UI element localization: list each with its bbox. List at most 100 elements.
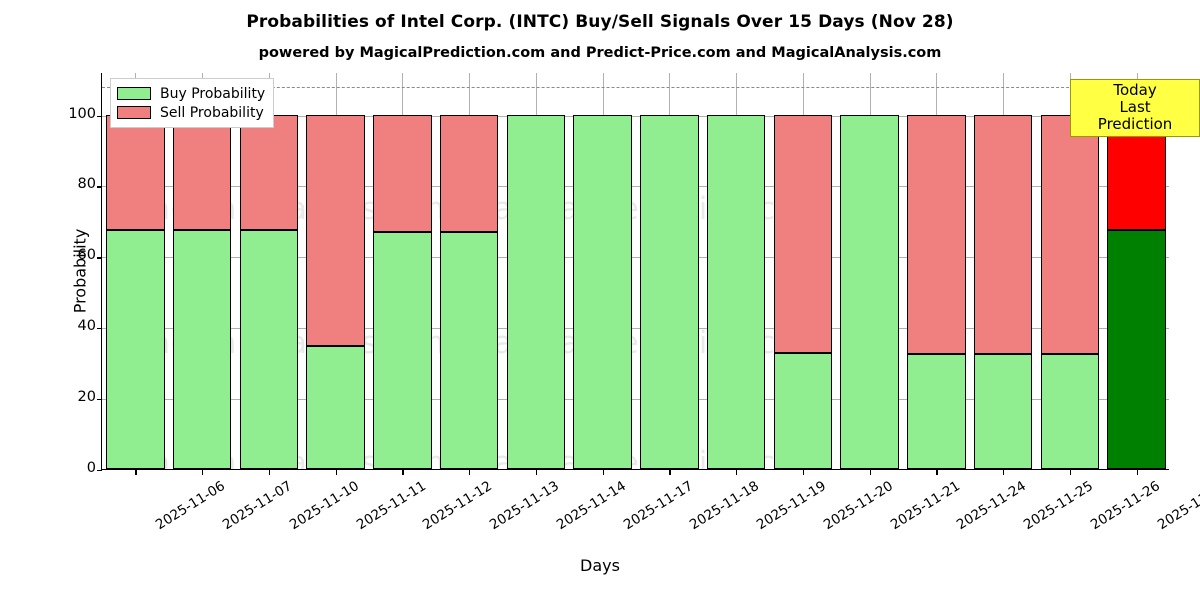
bar-segment-sell[interactable] <box>172 114 232 231</box>
bar-group[interactable] <box>239 73 299 469</box>
bar-group[interactable] <box>373 73 432 469</box>
today-annotation: Today Last Prediction <box>1070 79 1200 138</box>
x-tick-mark <box>202 470 204 475</box>
bar-group[interactable] <box>306 73 365 469</box>
x-tick-label: 2025-11-07 <box>220 478 296 534</box>
legend-swatch-buy <box>117 87 151 100</box>
legend-swatch-sell <box>117 106 151 119</box>
bar-group[interactable] <box>106 73 165 469</box>
x-tick-mark <box>869 470 871 475</box>
y-tick-mark <box>97 257 102 259</box>
gridline-horizontal <box>102 257 1169 259</box>
bar-group[interactable] <box>706 73 766 469</box>
y-tick-label: 40 <box>77 318 96 335</box>
x-tick-mark <box>135 470 137 475</box>
x-axis-label: Days <box>580 556 620 575</box>
y-tick-mark <box>97 186 102 188</box>
bar-segment-buy[interactable] <box>172 230 232 469</box>
y-tick-mark <box>97 470 102 472</box>
bar-segment-buy[interactable] <box>573 114 632 469</box>
x-tick-label: 2025-11-14 <box>553 478 629 534</box>
x-tick-label: 2025-11-27 <box>1154 478 1200 534</box>
x-tick-mark <box>402 470 404 475</box>
x-tick-label: 2025-11-25 <box>1021 478 1097 534</box>
bar-segment-buy[interactable] <box>106 230 165 469</box>
x-tick-label: 2025-11-17 <box>620 478 696 534</box>
bar-segment-sell[interactable] <box>973 114 1033 355</box>
legend-item-sell: Sell Probability <box>117 103 265 122</box>
x-tick-label: 2025-11-20 <box>820 478 896 534</box>
bar-segment-sell[interactable] <box>439 114 499 232</box>
x-tick-mark <box>1003 470 1005 475</box>
y-tick-mark <box>97 328 102 330</box>
plot-area: Probability MagicalAnalysis.com MagicalP… <box>68 73 1200 533</box>
bar-segment-buy[interactable] <box>506 114 566 469</box>
bar-segment-sell[interactable] <box>773 114 833 353</box>
y-tick-mark <box>97 399 102 401</box>
dashed-reference-line <box>102 87 1169 89</box>
y-tick-label: 80 <box>77 176 96 193</box>
bar-segment-buy[interactable] <box>1107 230 1166 469</box>
bar-segment-buy[interactable] <box>840 114 899 469</box>
y-axis-label: Probability <box>70 228 90 314</box>
gridline-horizontal <box>102 115 1169 117</box>
x-tick-label: 2025-11-21 <box>887 478 963 534</box>
y-tick-label: 60 <box>77 247 96 264</box>
page-title: Probabilities of Intel Corp. (INTC) Buy/… <box>246 12 954 32</box>
x-tick-mark <box>268 470 271 475</box>
x-tick-mark <box>669 470 671 475</box>
bar-group[interactable] <box>773 73 833 469</box>
gridline-horizontal <box>102 399 1169 401</box>
gridline-horizontal <box>102 328 1169 330</box>
x-tick-mark <box>535 470 538 475</box>
bar-group[interactable] <box>573 73 632 469</box>
legend-label-buy: Buy Probability <box>160 85 266 102</box>
y-tick-label: 0 <box>86 460 96 476</box>
x-tick-label: 2025-11-10 <box>286 478 362 534</box>
x-tick-mark <box>335 470 337 475</box>
bar-segment-buy[interactable] <box>373 231 432 469</box>
bar-segment-buy[interactable] <box>706 114 766 469</box>
chart-legend: Buy Probability Sell Probability <box>110 78 275 128</box>
bar-segment-buy[interactable] <box>640 114 699 469</box>
bar-group[interactable] <box>907 73 966 469</box>
x-tick-mark <box>602 470 604 475</box>
bar-segment-buy[interactable] <box>439 231 499 469</box>
bar-group[interactable] <box>640 73 699 469</box>
bar-segment-buy[interactable] <box>973 354 1033 469</box>
chart-subtitle: powered by MagicalPrediction.com and Pre… <box>258 45 942 61</box>
bar-segment-sell[interactable] <box>1040 114 1100 355</box>
x-tick-mark <box>469 470 471 475</box>
bar-segment-buy[interactable] <box>907 354 966 469</box>
bar-segment-sell[interactable] <box>106 114 165 231</box>
bar-segment-buy[interactable] <box>239 230 299 469</box>
bar-segment-buy[interactable] <box>306 346 365 469</box>
bar-group[interactable] <box>840 73 899 469</box>
x-tick-label: 2025-11-26 <box>1087 478 1163 534</box>
bar-group[interactable] <box>506 73 566 469</box>
x-tick-mark <box>736 470 738 475</box>
plot-inner: MagicalAnalysis.com MagicalPrediction.co… <box>102 73 1169 469</box>
bar-segment-buy[interactable] <box>773 352 833 469</box>
x-tick-mark <box>1136 470 1138 475</box>
bar-segment-sell[interactable] <box>306 114 365 347</box>
bar-group[interactable] <box>973 73 1033 469</box>
bar-group[interactable] <box>172 73 232 469</box>
today-annotation-line1: Today <box>1113 81 1157 99</box>
y-tick-label: 20 <box>77 389 96 406</box>
bar-segment-sell[interactable] <box>907 114 966 355</box>
bar-segment-sell[interactable] <box>373 114 432 232</box>
x-tick-mark <box>802 470 805 475</box>
legend-label-sell: Sell Probability <box>160 104 264 121</box>
bar-group[interactable] <box>1040 73 1100 469</box>
bar-group[interactable] <box>439 73 499 469</box>
bar-segment-sell[interactable] <box>239 114 299 231</box>
x-tick-label: 2025-11-11 <box>353 478 429 534</box>
x-tick-mark <box>1069 470 1072 475</box>
legend-item-buy: Buy Probability <box>117 84 265 103</box>
x-tick-label: 2025-11-12 <box>420 478 496 534</box>
x-tick-label: 2025-11-18 <box>687 478 763 534</box>
bar-segment-buy[interactable] <box>1040 354 1100 469</box>
x-tick-label: 2025-11-24 <box>954 478 1030 534</box>
